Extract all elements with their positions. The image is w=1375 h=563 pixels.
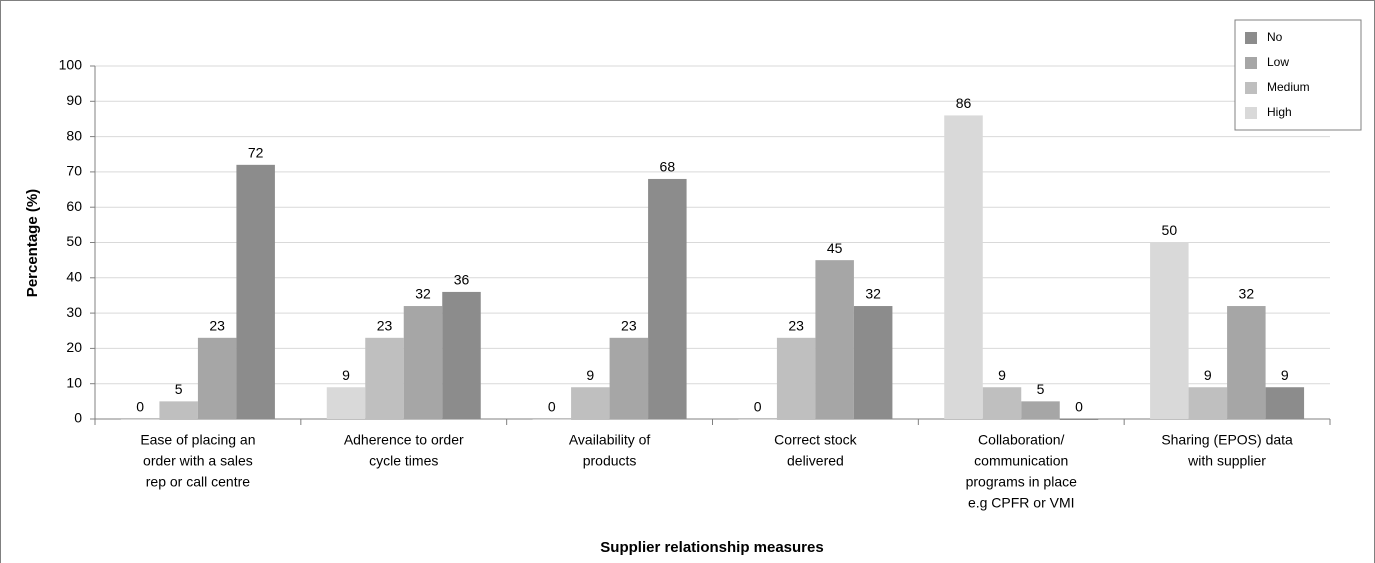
x-tick-label: Correct stock	[774, 432, 857, 448]
bar	[120, 419, 160, 420]
legend-label: Medium	[1267, 80, 1310, 94]
value-label: 9	[342, 367, 350, 383]
value-label: 32	[865, 286, 881, 302]
x-axis-title: Supplier relationship measures	[600, 539, 823, 556]
y-tick-label: 100	[59, 57, 83, 73]
bar	[236, 164, 275, 419]
legend-swatch	[1245, 107, 1257, 119]
value-label: 9	[586, 367, 594, 383]
bar	[159, 401, 198, 419]
bar	[403, 306, 443, 419]
x-tick-label: Adherence to order	[344, 432, 464, 448]
value-label: 72	[248, 145, 264, 161]
bar	[738, 419, 777, 420]
y-tick-label: 70	[66, 163, 82, 179]
x-tick-label: Availability of	[569, 432, 651, 448]
value-label: 23	[377, 318, 393, 334]
x-tick-label: products	[583, 453, 637, 469]
bar	[1059, 419, 1099, 420]
bar	[815, 260, 854, 419]
legend-swatch	[1245, 82, 1257, 94]
bar	[609, 337, 649, 419]
bar	[853, 306, 893, 419]
y-tick-label: 30	[66, 304, 82, 320]
value-label: 9	[1281, 367, 1289, 383]
value-label: 45	[827, 240, 843, 256]
value-label: 23	[621, 318, 637, 334]
value-label: 0	[1075, 399, 1083, 415]
x-tick-label: cycle times	[369, 453, 438, 469]
value-label: 0	[548, 399, 556, 415]
legend-swatch	[1245, 32, 1257, 44]
bar	[442, 291, 481, 419]
legend-swatch	[1245, 57, 1257, 69]
value-label: 68	[660, 159, 676, 175]
bar	[982, 387, 1022, 419]
y-axis-title: Percentage (%)	[24, 189, 41, 297]
value-label: 9	[1204, 367, 1212, 383]
x-tick-label: communication	[974, 453, 1068, 469]
value-label: 0	[136, 399, 144, 415]
value-label: 32	[415, 286, 431, 302]
bar	[365, 337, 404, 419]
bar	[1021, 401, 1060, 419]
y-tick-label: 90	[66, 92, 82, 108]
x-tick-label: programs in place	[966, 474, 1077, 490]
x-tick-label: Collaboration/	[978, 432, 1064, 448]
bar	[776, 337, 816, 419]
value-label: 5	[175, 381, 183, 397]
x-tick-label: with supplier	[1187, 453, 1266, 469]
value-label: 86	[956, 95, 972, 111]
y-tick-label: 40	[66, 269, 82, 285]
bar	[648, 178, 687, 419]
bar	[944, 115, 983, 420]
bar	[1150, 242, 1189, 419]
value-label: 32	[1239, 286, 1255, 302]
value-label: 23	[788, 318, 804, 334]
x-tick-label: rep or call centre	[146, 474, 250, 490]
x-tick-label: Ease of placing an	[140, 432, 255, 448]
y-tick-label: 10	[66, 374, 82, 390]
bar	[1265, 387, 1305, 419]
value-label: 5	[1037, 381, 1045, 397]
bar	[532, 419, 572, 420]
y-tick-label: 80	[66, 127, 82, 143]
x-tick-label: Sharing (EPOS) data	[1161, 432, 1293, 448]
x-tick-label: e.g CPFR or VMI	[968, 495, 1075, 511]
value-label: 23	[209, 318, 225, 334]
legend-label: Low	[1267, 55, 1289, 69]
x-tick-label: order with a sales	[143, 453, 253, 469]
value-label: 0	[754, 399, 762, 415]
bar	[1227, 306, 1266, 419]
y-tick-label: 50	[66, 233, 82, 249]
bar	[326, 387, 366, 419]
y-tick-label: 0	[74, 410, 82, 426]
legend-label: High	[1267, 105, 1292, 119]
bar	[197, 337, 237, 419]
bar	[571, 387, 610, 419]
x-tick-label: delivered	[787, 453, 844, 469]
value-label: 50	[1162, 222, 1178, 238]
legend-label: No	[1267, 30, 1283, 44]
value-label: 36	[454, 272, 470, 288]
bar	[1188, 387, 1228, 419]
value-label: 9	[998, 367, 1006, 383]
y-tick-label: 20	[66, 339, 82, 355]
y-tick-label: 60	[66, 198, 82, 214]
